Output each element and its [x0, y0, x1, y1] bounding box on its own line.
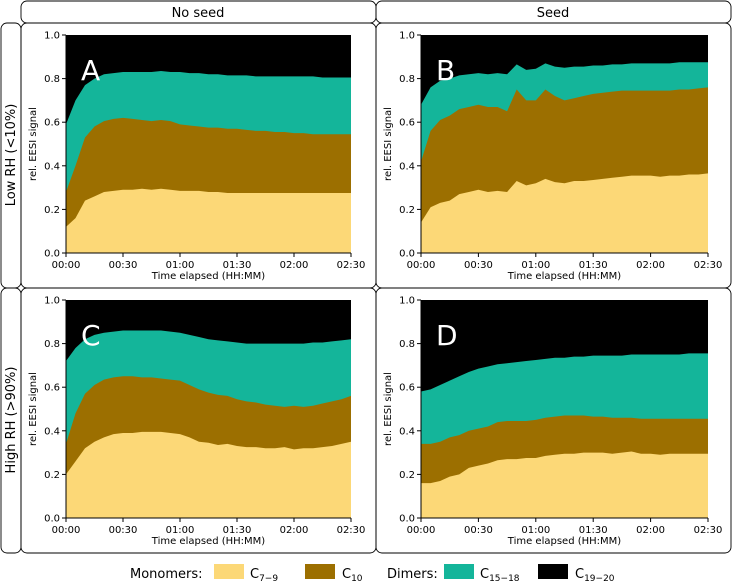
x-tick-label: 02:00: [636, 260, 665, 271]
y-tick-label: 0.4: [44, 161, 60, 172]
y-tick-label: 0.8: [44, 74, 60, 85]
y-tick-label: 0.6: [44, 118, 60, 129]
y-tick-label: 0.2: [44, 205, 60, 216]
y-tick-label: 0.6: [44, 383, 60, 394]
panel-c-area-c7-9: [66, 431, 351, 518]
x-tick-label: 00:00: [407, 260, 436, 271]
panel-letter: C: [81, 319, 101, 352]
y-tick-label: 0.8: [44, 339, 60, 350]
y-tick-label: 0.2: [44, 470, 60, 481]
panel-letter: A: [81, 54, 100, 87]
legend-swatch-c19-20: [538, 564, 568, 579]
x-axis-label: Time elapsed (HH:MM): [507, 271, 622, 282]
y-axis-label: rel. EESI signal: [28, 107, 39, 181]
legend-swatch-c7-9: [214, 564, 244, 579]
y-tick-label: 0.6: [399, 118, 415, 129]
legend-label-c15-18: C15−18: [480, 567, 520, 582]
x-axis-label: Time elapsed (HH:MM): [507, 536, 622, 547]
x-tick-label: 02:30: [694, 260, 723, 271]
legend-label-c19-20: C19−20: [575, 567, 615, 582]
legend-label-c19-20-base: C: [575, 567, 584, 582]
x-tick-label: 00:00: [407, 525, 436, 536]
x-tick-label: 02:30: [337, 260, 366, 271]
x-axis-label: Time elapsed (HH:MM): [151, 536, 266, 547]
x-tick-label: 02:30: [694, 525, 723, 536]
x-tick-label: 00:00: [52, 260, 81, 271]
y-tick-label: 0.0: [44, 249, 60, 260]
col-header-no-seed: No seed: [172, 6, 225, 21]
panel-d: 0.0 0.2 0.4 0.6 0.8 1.0 00:00 00:30 01:00 01:30 02…: [383, 296, 722, 548]
col-header-seed: Seed: [537, 6, 570, 21]
x-tick-label: 01:30: [579, 260, 608, 271]
y-tick-label: 1.0: [399, 296, 415, 307]
x-tick-label: 01:00: [521, 260, 550, 271]
y-axis-label: rel. EESI signal: [383, 107, 394, 181]
legend-label-c10-base: C: [342, 567, 351, 582]
y-tick-label: 0.0: [399, 514, 415, 525]
y-tick-label: 0.4: [399, 426, 415, 437]
y-tick-label: 0.4: [44, 426, 60, 437]
y-tick-label: 0.0: [399, 249, 415, 260]
panel-letter: D: [436, 319, 458, 352]
panel-a: 0.0 0.2 0.4 0.6 0.8 1.0 00:00 00:30 01:00 01:30 02…: [28, 31, 365, 283]
x-tick-label: 01:30: [579, 525, 608, 536]
legend-label-c10-sub: 10: [351, 574, 363, 582]
y-axis-label: rel. EESI signal: [383, 372, 394, 446]
x-tick-label: 02:00: [280, 525, 309, 536]
legend-label-c10: C10: [342, 567, 363, 582]
x-tick-label: 01:00: [521, 525, 550, 536]
cell-d-box: [375, 287, 732, 554]
y-tick-label: 0.6: [399, 383, 415, 394]
row-header-low-rh: Low RH (<10%): [4, 104, 19, 207]
legend-label-c7-9: C7−9: [250, 567, 278, 582]
x-tick-label: 02:00: [280, 260, 309, 271]
panel-b-area-c7-9: [421, 173, 708, 253]
y-tick-label: 0.8: [399, 339, 415, 350]
figure-frame: [0, 0, 732, 554]
y-axis-label: rel. EESI signal: [28, 372, 39, 446]
legend-label-c15-18-base: C: [480, 567, 489, 582]
y-tick-label: 0.4: [399, 161, 415, 172]
y-tick-label: 0.8: [399, 74, 415, 85]
x-tick-label: 00:00: [52, 525, 81, 536]
legend-monomers-label: Monomers:: [130, 567, 203, 582]
x-tick-label: 01:00: [166, 525, 195, 536]
x-axis-label: Time elapsed (HH:MM): [151, 271, 266, 282]
panel-b: 0.0 0.2 0.4 0.6 0.8 1.0 00:00 00:30 01:00 01:30 02…: [383, 31, 722, 283]
y-tick-label: 0.2: [399, 205, 415, 216]
x-tick-label: 00:30: [109, 260, 138, 271]
y-tick-label: 0.2: [399, 470, 415, 481]
x-tick-label: 01:30: [223, 525, 252, 536]
x-tick-label: 02:30: [337, 525, 366, 536]
legend-label-c7-9-base: C: [250, 567, 259, 582]
x-tick-label: 00:30: [109, 525, 138, 536]
legend-dimers-label: Dimers:: [387, 567, 438, 582]
panel-d-area-c7-9: [421, 451, 708, 518]
legend-label-c19-20-sub: 19−20: [584, 574, 615, 582]
y-tick-label: 1.0: [44, 31, 60, 42]
x-tick-label: 01:00: [166, 260, 195, 271]
x-tick-label: 00:30: [464, 525, 493, 536]
row-header-high-rh: High RH (>90%): [4, 367, 19, 474]
y-tick-label: 1.0: [399, 31, 415, 42]
panel-c: 0.0 0.2 0.4 0.6 0.8 1.0 00:00 00:30 01:00 01:30 02…: [28, 296, 365, 548]
x-tick-label: 00:30: [464, 260, 493, 271]
panel-letter: B: [436, 54, 455, 87]
legend-label-c7-9-sub: 7−9: [259, 574, 278, 582]
legend: Monomers: C7−9 C10 Dimers: C15−18 C19−20: [130, 564, 615, 582]
x-tick-label: 02:00: [636, 525, 665, 536]
legend-swatch-c10: [305, 564, 335, 579]
legend-label-c15-18-sub: 15−18: [489, 574, 520, 582]
y-tick-label: 1.0: [44, 296, 60, 307]
legend-swatch-c15-18: [444, 564, 474, 579]
x-tick-label: 01:30: [223, 260, 252, 271]
y-tick-label: 0.0: [44, 514, 60, 525]
panel-a-area-c7-9: [66, 188, 351, 253]
